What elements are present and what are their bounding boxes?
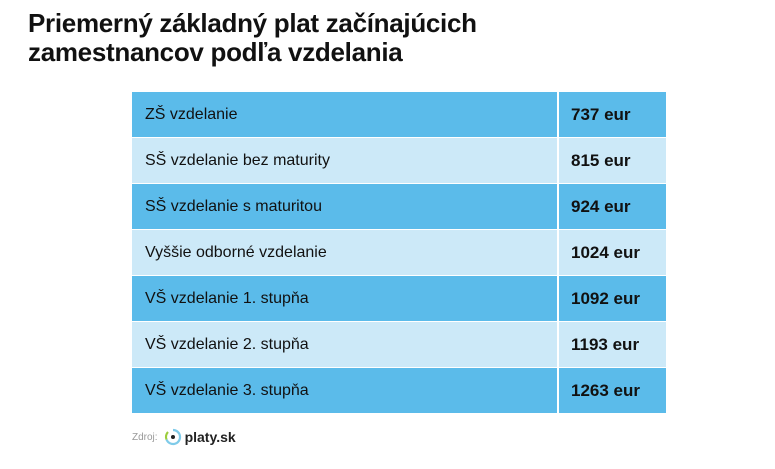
education-label: SŠ vzdelanie s maturitou [132, 184, 559, 229]
salary-value: 1193 eur [571, 334, 640, 354]
source: Zdroj: platy.sk [132, 428, 236, 446]
platy-logo-icon [164, 428, 181, 446]
source-label: Zdroj: [132, 431, 158, 443]
page-title: Priemerný základný plat začínajúcich zame… [28, 9, 477, 67]
salary-value: 924 eur [571, 196, 631, 216]
table-row: ZŠ vzdelanie 737 eur [132, 92, 666, 138]
source-name: platy.sk [184, 429, 236, 445]
platy-logo: platy.sk [164, 428, 236, 446]
salary-value: 1024 eur [571, 242, 640, 262]
table-row: VŠ vzdelanie 3. stupňa 1263 eur [132, 368, 666, 414]
education-label: ZŠ vzdelanie [132, 92, 559, 137]
education-label: SŠ vzdelanie bez maturity [132, 138, 559, 183]
table-row: Vyššie odborné vzdelanie 1024 eur [132, 230, 666, 276]
table-row: VŠ vzdelanie 1. stupňa 1092 eur [132, 276, 666, 322]
title-line-1: Priemerný základný plat začínajúcich [28, 8, 477, 38]
education-label: VŠ vzdelanie 1. stupňa [132, 276, 559, 321]
salary-value: 815 eur [571, 150, 631, 170]
salary-value: 737 eur [571, 104, 631, 124]
education-label: Vyššie odborné vzdelanie [132, 230, 559, 275]
salary-value: 1263 eur [571, 380, 640, 400]
education-label: VŠ vzdelanie 3. stupňa [132, 368, 559, 413]
table-row: SŠ vzdelanie bez maturity 815 eur [132, 138, 666, 184]
education-label: VŠ vzdelanie 2. stupňa [132, 322, 559, 367]
title-line-2: zamestnancov podľa vzdelania [28, 37, 403, 67]
salary-value: 1092 eur [571, 288, 640, 308]
table-row: VŠ vzdelanie 2. stupňa 1193 eur [132, 322, 666, 368]
salary-table: ZŠ vzdelanie 737 eur SŠ vzdelanie bez mat… [132, 92, 666, 414]
table-row: SŠ vzdelanie s maturitou 924 eur [132, 184, 666, 230]
